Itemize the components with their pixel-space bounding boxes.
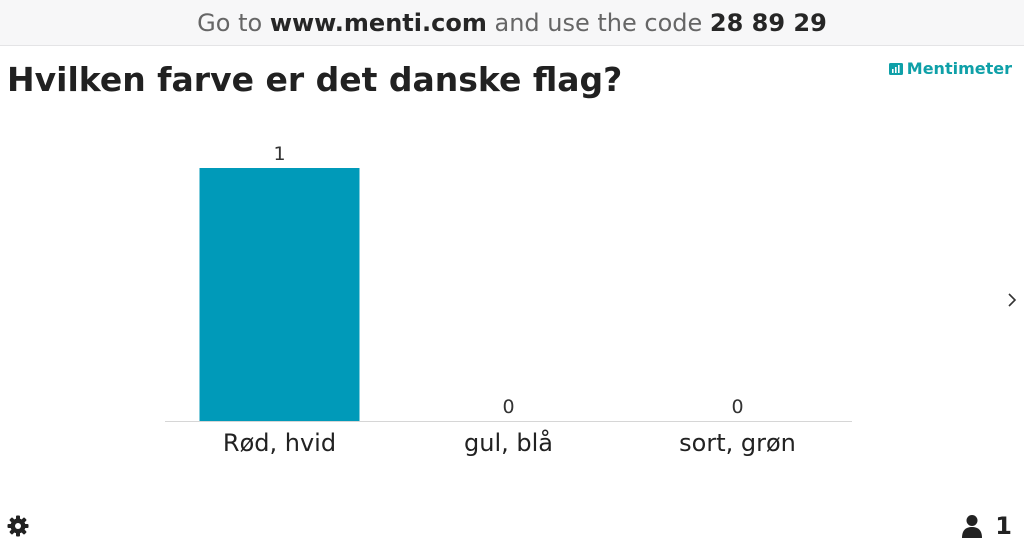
person-icon xyxy=(962,515,983,538)
next-slide-button[interactable] xyxy=(1002,288,1022,312)
category-label: gul, blå xyxy=(464,428,553,457)
gear-icon xyxy=(7,515,29,537)
chart-bar xyxy=(199,168,360,421)
mentimeter-logo: Mentimeter xyxy=(888,59,1012,78)
bar-value-label: 1 xyxy=(273,143,285,165)
join-instructions-bar: Go to www.menti.com and use the code 28 … xyxy=(0,0,1024,46)
bar-value-label: 0 xyxy=(502,396,514,418)
settings-button[interactable] xyxy=(6,514,32,540)
join-url: www.menti.com xyxy=(269,8,487,37)
category-label: Rød, hvid xyxy=(223,429,336,457)
chevron-right-icon xyxy=(1008,293,1017,307)
join-middle: and use the code xyxy=(494,8,703,37)
brand-name: Mentimeter xyxy=(906,59,1012,78)
question-title: Hvilken farve er det danske flag? xyxy=(7,60,623,99)
participant-counter: 1 xyxy=(961,512,1012,540)
bar-chart-icon xyxy=(888,62,903,75)
join-code: 28 89 29 xyxy=(709,8,827,37)
join-prefix: Go to xyxy=(197,8,263,37)
category-label: sort, grøn xyxy=(679,429,796,457)
bar-value-label: 0 xyxy=(731,396,743,418)
participant-count: 1 xyxy=(995,512,1012,540)
